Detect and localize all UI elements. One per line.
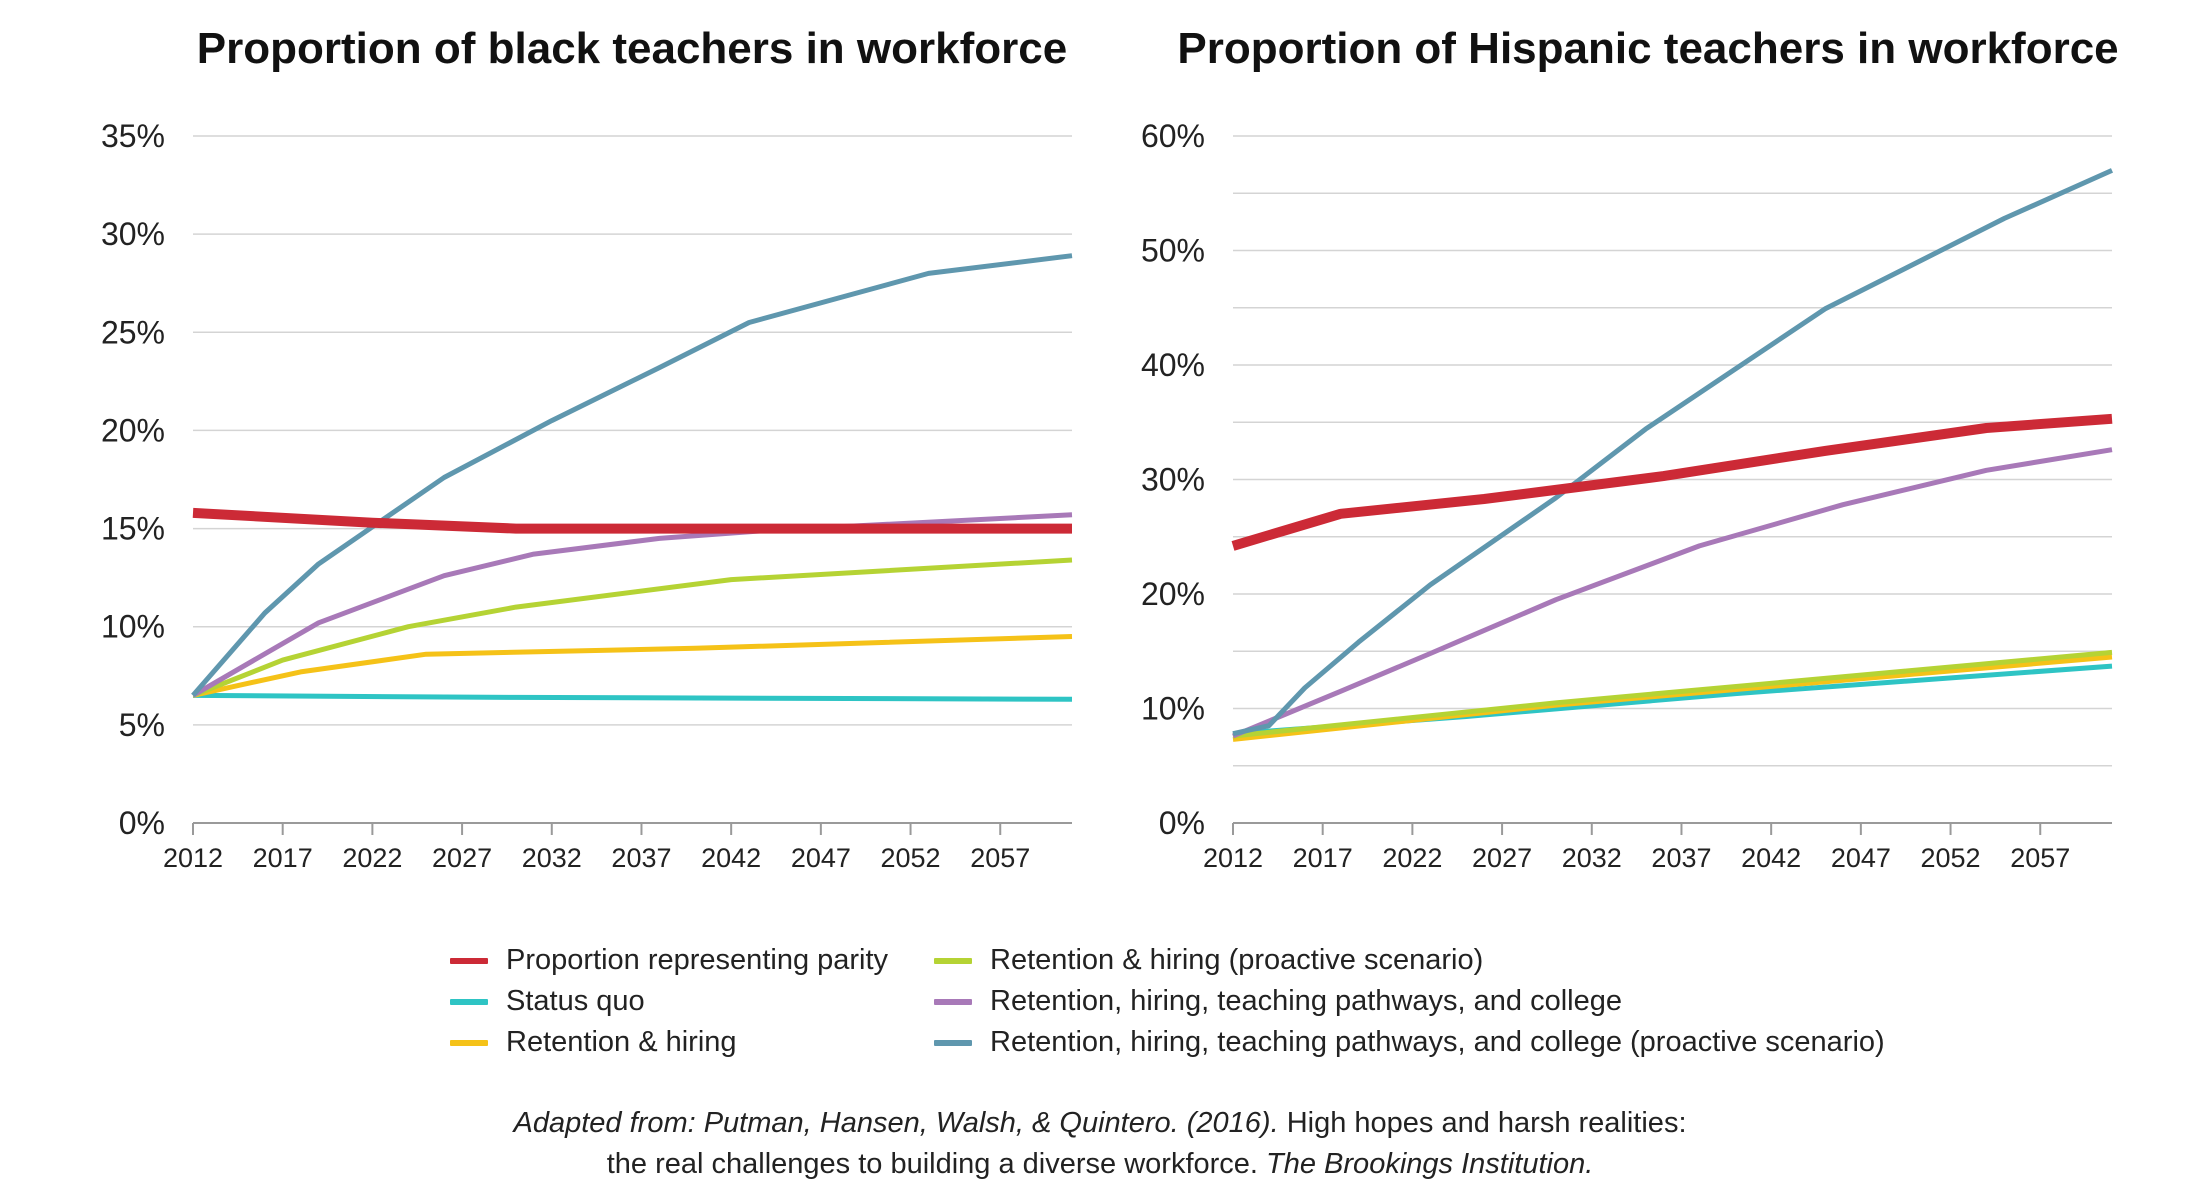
y-tick-label: 10%	[101, 609, 165, 645]
x-tick-label: 2017	[1293, 843, 1353, 873]
series-line-retention-hiring-teaching-pathways-and-college-proactive-scenario	[191, 253, 1073, 698]
legend-item-retention-hiring-proactive: Retention & hiring (proactive scenario)	[934, 940, 1885, 981]
y-tick-label: 0%	[119, 805, 165, 841]
y-tick-label: 40%	[1141, 347, 1205, 383]
source-citation: Adapted from: Putman, Hansen, Walsh, & Q…	[0, 1103, 2200, 1185]
legend-swatch-retention-hiring-proactive	[934, 957, 972, 964]
hispanic-teachers-chart: Proportion of Hispanic teachers in workf…	[1141, 24, 2119, 873]
x-tick-label: 2032	[1562, 843, 1622, 873]
series-line-status-quo	[192, 692, 1073, 702]
legend-swatch-status-quo	[450, 998, 488, 1005]
x-tick-label: 2042	[701, 843, 761, 873]
x-tick-label: 2027	[432, 843, 492, 873]
legend-column-right: Retention & hiring (proactive scenario) …	[934, 940, 1885, 1063]
x-tick-label: 2022	[1382, 843, 1442, 873]
chart-title: Proportion of Hispanic teachers in workf…	[1177, 24, 2118, 73]
legend-swatch-retention-hiring	[450, 1039, 488, 1046]
x-tick-label: 2042	[1741, 843, 1801, 873]
source-publisher: The Brookings Institution.	[1266, 1148, 1594, 1180]
x-tick-label: 2052	[881, 843, 941, 873]
y-tick-label: 25%	[101, 314, 165, 350]
legend-label-retention-hiring-proactive: Retention & hiring (proactive scenario)	[990, 944, 1484, 976]
legend-label-parity: Proportion representing parity	[506, 944, 889, 976]
series-line-retention-hiring-proactive-scenario	[192, 557, 1073, 698]
y-tick-label: 5%	[119, 707, 165, 743]
y-tick-label: 60%	[1141, 118, 1205, 154]
black-teachers-chart: Proportion of black teachers in workforc…	[101, 24, 1073, 873]
x-tick-label: 2027	[1472, 843, 1532, 873]
x-tick-label: 2032	[522, 843, 582, 873]
source-title-part-2: the real challenges to building a divers…	[606, 1148, 1267, 1180]
legend-label-retention-hiring: Retention & hiring	[506, 1026, 737, 1058]
series-line-proportion-representing-parity	[1231, 413, 2113, 551]
y-tick-label: 30%	[101, 216, 165, 252]
x-tick-label: 2037	[1651, 843, 1711, 873]
legend-item-pathways-proactive: Retention, hiring, teaching pathways, an…	[934, 1022, 1885, 1063]
x-tick-label: 2012	[163, 843, 223, 873]
x-tick-label: 2057	[2010, 843, 2070, 873]
series-line-retention-hiring-teaching-pathways-and-college-proactive-scenario	[1232, 168, 2114, 737]
legend-item-retention-hiring: Retention & hiring	[450, 1022, 888, 1063]
series-line-retention-hiring	[192, 634, 1073, 698]
y-tick-label: 0%	[1159, 805, 1205, 841]
x-tick-label: 2012	[1203, 843, 1263, 873]
legend-swatch-pathways	[934, 998, 972, 1005]
y-tick-label: 30%	[1141, 462, 1205, 498]
source-title-part-1: High hopes and harsh realities:	[1278, 1107, 1687, 1139]
source-authors: Adapted from: Putman, Hansen, Walsh, & Q…	[513, 1107, 1279, 1139]
x-tick-label: 2037	[611, 843, 671, 873]
legend-item-pathways: Retention, hiring, teaching pathways, an…	[934, 981, 1885, 1022]
y-tick-label: 15%	[101, 511, 165, 547]
x-tick-label: 2047	[1831, 843, 1891, 873]
legend-label-pathways-proactive: Retention, hiring, teaching pathways, an…	[990, 1026, 1885, 1058]
y-tick-label: 20%	[101, 412, 165, 448]
x-tick-label: 2017	[253, 843, 313, 873]
series-line-retention-hiring-proactive-scenario	[1232, 649, 2113, 739]
legend-column-left: Proportion representing parity Status qu…	[450, 940, 888, 1063]
series-line-proportion-representing-parity	[192, 507, 1072, 534]
x-tick-label: 2047	[791, 843, 851, 873]
x-tick-label: 2057	[970, 843, 1030, 873]
legend-swatch-parity	[450, 957, 488, 964]
y-tick-label: 35%	[101, 118, 165, 154]
legend-label-status-quo: Status quo	[506, 985, 645, 1017]
source-line-1: Adapted from: Putman, Hansen, Walsh, & Q…	[0, 1103, 2200, 1144]
y-tick-label: 50%	[1141, 233, 1205, 269]
chart-title: Proportion of black teachers in workforc…	[197, 24, 1067, 73]
x-tick-label: 2022	[342, 843, 402, 873]
y-tick-label: 20%	[1141, 576, 1205, 612]
legend-item-status-quo: Status quo	[450, 981, 888, 1022]
y-tick-label: 10%	[1141, 691, 1205, 727]
source-line-2: the real challenges to building a divers…	[0, 1144, 2200, 1185]
x-tick-label: 2052	[1921, 843, 1981, 873]
legend-item-parity: Proportion representing parity	[450, 940, 888, 981]
legend: Proportion representing parity Status qu…	[450, 940, 1950, 1070]
series-line-retention-hiring-teaching-pathways-and-college	[1232, 447, 2113, 739]
legend-swatch-pathways-proactive	[934, 1039, 972, 1046]
legend-label-pathways: Retention, hiring, teaching pathways, an…	[990, 985, 1622, 1017]
